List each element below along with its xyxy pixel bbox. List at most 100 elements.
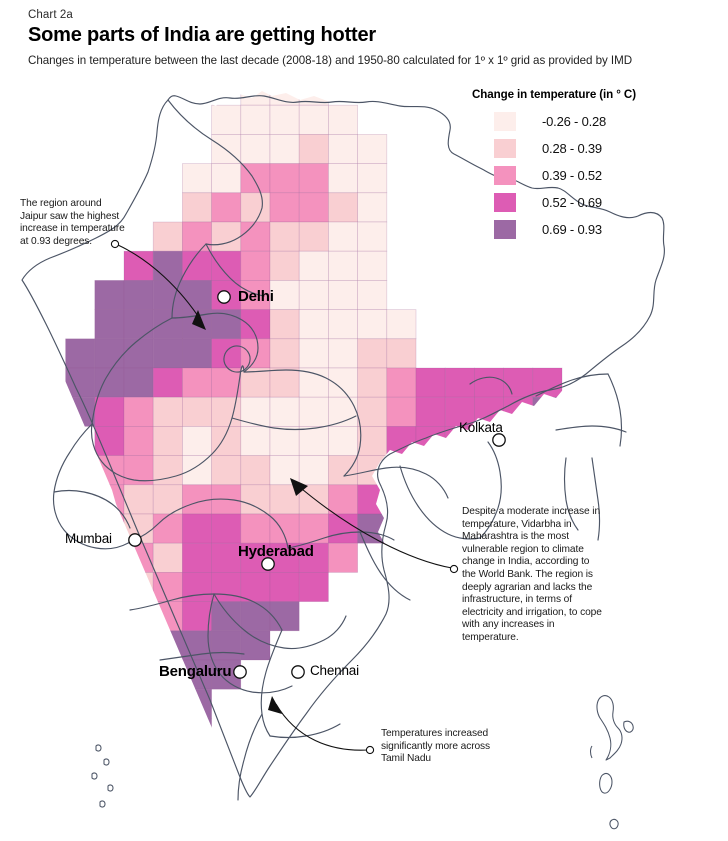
boundary-ap-tn — [269, 723, 341, 739]
city-label-chennai: Chennai — [310, 663, 359, 678]
grid-cell — [532, 396, 563, 427]
legend-item[interactable]: 0.69 - 0.93 — [472, 218, 636, 240]
grid-cell — [328, 367, 358, 398]
grid-cell — [357, 280, 388, 310]
legend-swatch — [494, 192, 516, 212]
lakshadweep-4 — [107, 784, 114, 792]
grid-cell — [269, 572, 300, 602]
boundary-up — [243, 369, 362, 477]
legend-item[interactable]: 0.52 - 0.69 — [472, 191, 636, 213]
city-marker-mumbai[interactable] — [128, 533, 142, 547]
grid-cell — [152, 309, 183, 340]
grid-cell — [386, 426, 417, 456]
grid-cell — [65, 338, 96, 369]
grid-cell — [357, 221, 388, 252]
grid-cell — [298, 367, 329, 398]
city-marker-kolkata[interactable] — [492, 433, 506, 447]
grid-cell — [298, 104, 329, 135]
grid-cell — [211, 192, 242, 223]
boundary-karnataka-west — [159, 651, 245, 661]
chart-number: Chart 2a — [28, 9, 73, 21]
annotation-vidarbha: Despite a moderate increase in temperatu… — [462, 506, 602, 643]
grid-cell — [357, 134, 388, 164]
grid-cell — [298, 396, 329, 427]
grid-cell — [357, 163, 388, 194]
legend-item[interactable]: 0.28 - 0.39 — [472, 137, 636, 159]
grid-cell — [474, 367, 504, 398]
grid-cell — [298, 163, 329, 194]
city-marker-hyderabad[interactable] — [261, 557, 275, 571]
grid-cell — [94, 396, 125, 427]
grid-cell — [415, 367, 446, 398]
grid-cell — [240, 338, 271, 369]
andaman-islet-1 — [623, 720, 634, 733]
page-title: Some parts of India are getting hotter — [28, 24, 376, 46]
leader-jaipur — [117, 244, 203, 323]
grid-cell — [269, 426, 300, 456]
grid-cell — [182, 192, 212, 223]
city-marker-chennai[interactable] — [291, 665, 305, 679]
lakshadweep-3 — [91, 772, 98, 780]
grid-cell — [298, 338, 329, 369]
legend-item[interactable]: 0.39 - 0.52 — [472, 164, 636, 186]
grid-cell — [211, 513, 242, 544]
grid-cell — [123, 688, 154, 719]
grid-cell — [269, 396, 300, 427]
andaman-islands — [596, 695, 623, 761]
leader-vidarbha-arrow — [290, 478, 308, 496]
grid-cell — [357, 426, 388, 456]
grid-cell — [240, 426, 271, 456]
grid-cell — [123, 426, 154, 456]
india-outline — [21, 95, 665, 798]
grid-cell — [328, 338, 358, 369]
india-choropleth-map — [21, 87, 665, 830]
grid-cell — [503, 367, 534, 398]
grid-cell — [328, 104, 358, 135]
nicobar-1 — [599, 772, 613, 794]
grid-cell — [182, 484, 212, 515]
grid-cell — [328, 192, 358, 223]
legend-title: Change in temperature (in ° C) — [472, 88, 636, 101]
boundary-cg-odisha — [359, 531, 411, 601]
grid-cell — [386, 484, 417, 515]
grid-cell — [298, 87, 329, 106]
grid-cell — [182, 542, 212, 573]
boundary-tn-kerala — [237, 713, 263, 801]
grid-cell — [444, 455, 475, 486]
grid-cell — [182, 455, 212, 486]
city-marker-bengaluru[interactable] — [233, 665, 247, 679]
grid-cell — [298, 513, 329, 544]
grid-cell — [298, 134, 329, 164]
boundary-kutch — [53, 489, 131, 529]
grid-cell — [182, 601, 212, 632]
grid-cell — [94, 426, 125, 456]
city-marker-delhi[interactable] — [217, 290, 231, 304]
grid-cell — [123, 338, 154, 369]
boundary-ne-assam — [535, 373, 609, 397]
grid-cell — [65, 367, 96, 398]
grid-cell — [298, 280, 329, 310]
lakshadweep-2 — [103, 758, 110, 766]
legend-item[interactable]: -0.26 - 0.28 — [472, 110, 636, 132]
boundary-ne-tripura — [563, 457, 579, 531]
grid-cell — [94, 572, 125, 602]
grid-cell — [123, 309, 154, 340]
annotation-jaipur: The region around Jaipur saw the highest… — [20, 198, 125, 247]
legend: Change in temperature (in ° C) -0.26 - 0… — [472, 88, 636, 245]
grid-cell — [152, 630, 183, 661]
grid-cell — [211, 572, 242, 602]
grid-cell — [211, 601, 242, 632]
grid-cell — [240, 221, 271, 252]
grid-cell — [328, 163, 358, 194]
legend-swatch — [494, 111, 516, 131]
grid-cell — [123, 630, 154, 661]
leader-jaipur-arrow — [192, 310, 206, 330]
grid-cell — [152, 426, 183, 456]
city-label-kolkata: Kolkata — [459, 420, 503, 435]
boundary-jharkhand-wb — [399, 465, 481, 540]
grid-cell — [298, 221, 329, 252]
grid-cell — [152, 542, 183, 573]
grid-cell — [357, 367, 388, 398]
grid-cell — [298, 426, 329, 456]
